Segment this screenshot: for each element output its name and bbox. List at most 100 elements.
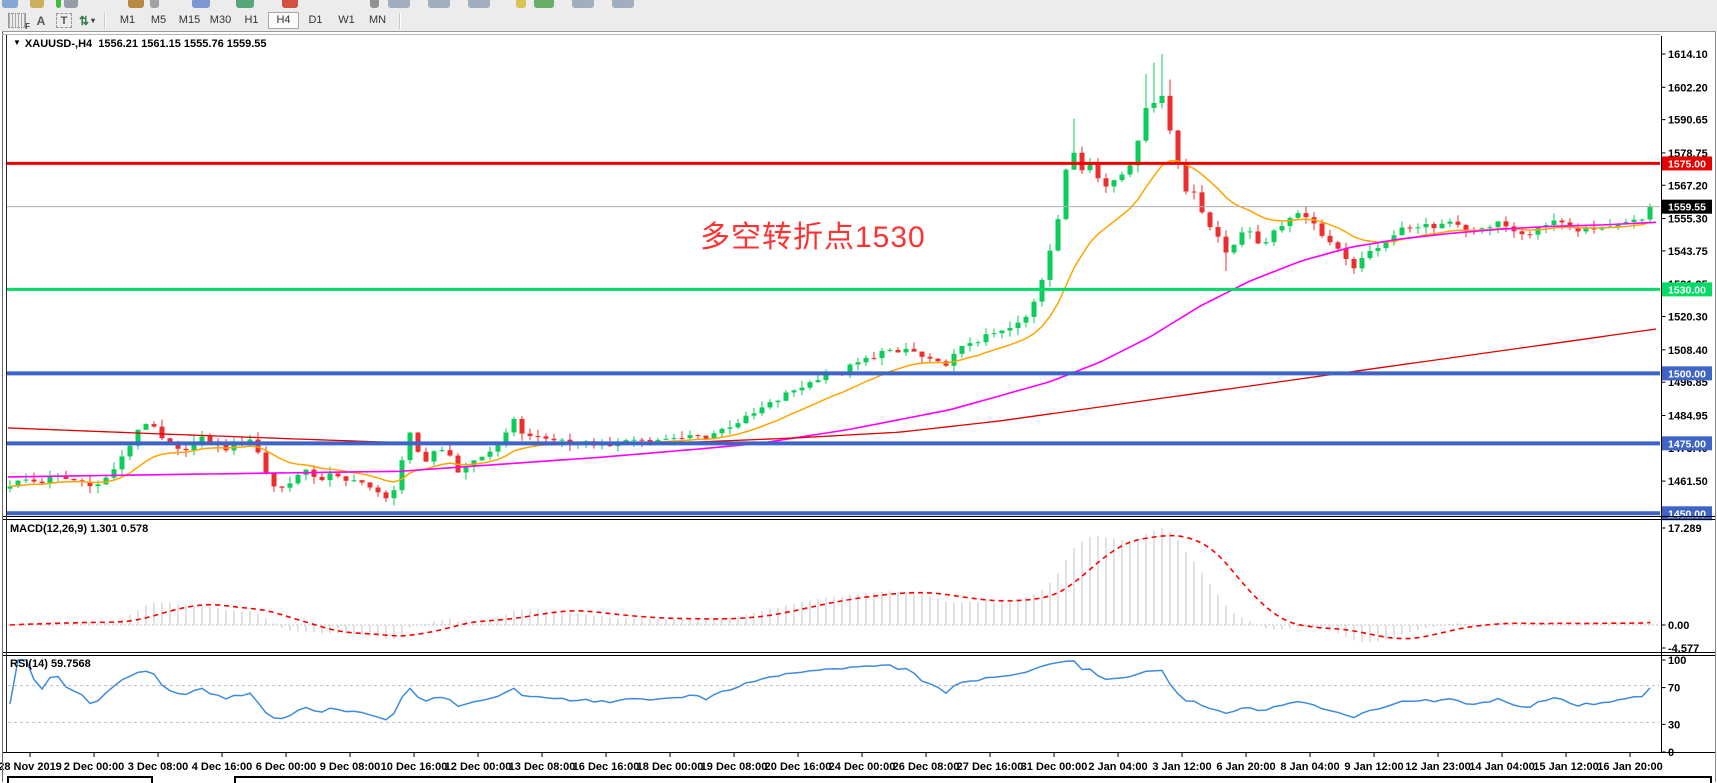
rsi-line: [9, 659, 1651, 721]
time-tick-label: 13 Dec 08:00: [509, 761, 576, 773]
timeframe-button-w1[interactable]: W1: [338, 14, 355, 26]
toolbar-icon[interactable]: [572, 0, 594, 8]
time-tick-label: 10 Dec 16:00: [381, 761, 448, 773]
time-tick-label: 9 Jan 12:00: [1344, 761, 1403, 773]
bid-price-tag[interactable]: 1559.55: [1662, 199, 1712, 214]
time-tick-label: 12 Jan 23:00: [1405, 761, 1470, 773]
toolbar-icon[interactable]: [388, 0, 410, 8]
time-tick-label: 2 Jan 04:00: [1088, 761, 1147, 773]
price-tick-label: 1555.30: [1668, 214, 1708, 226]
text-label-icon[interactable]: A: [36, 13, 46, 28]
time-tick-label: 16 Dec 16:00: [573, 761, 640, 773]
toolbar-separator: [104, 12, 106, 29]
level-price-tag[interactable]: 1530.00: [1662, 282, 1712, 297]
price-tick-label: 1567.20: [1668, 180, 1708, 192]
toolbar-icon[interactable]: [612, 0, 634, 8]
toolbar-icon[interactable]: [128, 0, 144, 8]
macd-indicator-label: MACD(12,26,9) 1.301 0.578: [10, 523, 149, 535]
bottom-dock-strip[interactable]: [7, 776, 1712, 783]
price-tick-label: 1602.20: [1668, 82, 1708, 94]
chart-title: ▼ XAUUSD-,H4 1556.21 1561.15 1555.76 1559…: [13, 38, 267, 50]
time-tick-label: 12 Dec 00:00: [445, 761, 512, 773]
svg-text:1500.00: 1500.00: [1668, 368, 1706, 380]
level-price-tag[interactable]: 1450.00: [1662, 506, 1712, 521]
time-tick-label: 16 Jan 20:00: [1597, 761, 1662, 773]
time-tick-label: 26 Dec 08:00: [893, 761, 960, 773]
arrow-styles-icon[interactable]: ⇅ ▾: [78, 13, 96, 28]
time-tick-label: 6 Dec 00:00: [256, 761, 317, 773]
time-tick-label: 9 Dec 08:00: [320, 761, 381, 773]
crosshair-grid-icon[interactable]: F: [8, 13, 30, 31]
timeframe-button-m30[interactable]: M30: [209, 14, 232, 26]
time-tick-label: 6 Jan 20:00: [1216, 761, 1275, 773]
level-price-tag[interactable]: 1575.00: [1662, 156, 1712, 171]
svg-text:1559.55: 1559.55: [1668, 202, 1706, 214]
macd-tick-label: 0.00: [1668, 620, 1689, 632]
svg-text:1450.00: 1450.00: [1668, 508, 1706, 520]
price-tick-label: 1590.65: [1668, 115, 1708, 127]
toolbar-main-row: F A T ⇅ ▾ M1 M5 M15 M30 H1 H4 D1 W1 MN: [0, 10, 1717, 32]
time-tick-label: 31 Dec 00:00: [1021, 761, 1088, 773]
toolbar-icon[interactable]: [56, 0, 61, 8]
toolbar-separator: [399, 12, 401, 29]
time-tick-label: 20 Dec 16:00: [765, 761, 832, 773]
price-tick-label: 1543.75: [1668, 246, 1708, 258]
price-tick-label: 1508.40: [1668, 345, 1708, 357]
chart-canvas: 1614.101602.201590.651578.751567.201555.…: [0, 31, 1717, 783]
ma-slow-line: [7, 328, 1657, 446]
chart-annotation-text[interactable]: 多空转折点1530: [700, 221, 926, 254]
timeframe-button-mn[interactable]: MN: [368, 14, 387, 26]
ma-fast-line: [9, 159, 1651, 488]
timeframe-button-h4[interactable]: H4: [268, 12, 299, 29]
toolbar-icon[interactable]: [150, 0, 159, 8]
macd-signal-line: [9, 534, 1651, 640]
collapse-triangle-icon[interactable]: ▼: [13, 38, 21, 47]
svg-text:1530.00: 1530.00: [1668, 284, 1706, 296]
timeframe-button-m15[interactable]: M15: [178, 14, 201, 26]
time-tick-label: 3 Dec 08:00: [128, 761, 189, 773]
timeframe-button-m1[interactable]: M1: [119, 14, 136, 26]
level-price-tag[interactable]: 1500.00: [1662, 366, 1712, 381]
panel-frames: [2, 31, 1716, 782]
time-tick-label: 2 Dec 00:00: [64, 761, 125, 773]
level-price-tag[interactable]: 1475.00: [1662, 436, 1712, 451]
toolbar-icon[interactable]: [468, 0, 490, 8]
time-tick-label: 4 Dec 16:00: [192, 761, 253, 773]
time-tick-label: 27 Dec 16:00: [957, 761, 1024, 773]
time-axis: 28 Nov 2019 2 Dec 00:00 3 Dec 08:00 4 Dec 1…: [0, 753, 1663, 773]
toolbar-icon[interactable]: [236, 0, 254, 8]
toolbar-icon[interactable]: [370, 0, 379, 8]
time-tick-label: 19 Dec 08:00: [701, 761, 768, 773]
rsi-indicator-label: RSI(14) 59.7568: [10, 658, 91, 670]
price-tick-label: 1520.30: [1668, 312, 1708, 324]
chevron-down-icon: ▾: [91, 16, 96, 25]
toolbar-icon[interactable]: [534, 0, 554, 8]
svg-text:1575.00: 1575.00: [1668, 158, 1706, 170]
time-tick-label: 18 Dec 00:00: [637, 761, 704, 773]
toolbar-icon[interactable]: [428, 0, 450, 8]
text-box-icon[interactable]: T: [56, 13, 72, 28]
chart-ohlc-values: 1556.21 1561.15 1555.76 1559.55: [98, 38, 267, 50]
toolbar-icon[interactable]: [282, 0, 298, 8]
toolbar-icon[interactable]: [192, 0, 210, 8]
time-tick-label: 24 Dec 00:00: [829, 761, 896, 773]
ma-mid-line: [7, 221, 1657, 478]
toolbar-icon[interactable]: [516, 0, 526, 8]
rsi-tick-label: 70: [1668, 683, 1680, 695]
toolbar-top-row: [0, 0, 1717, 10]
time-tick-label: 14 Jan 04:00: [1469, 761, 1534, 773]
toolbar-icon[interactable]: [2, 0, 18, 8]
chart-symbol: XAUUSD-,H4: [24, 38, 93, 50]
toolbar-icon[interactable]: [30, 0, 44, 8]
macd-layer: [8, 527, 1659, 642]
macd-tick-label: -4.577: [1668, 643, 1699, 655]
timeframe-buttons: M1 M5 M15 M30 H1 H4 D1 W1 MN: [112, 12, 393, 29]
timeframe-button-h1[interactable]: H1: [244, 14, 259, 26]
timeframe-button-m5[interactable]: M5: [150, 14, 167, 26]
timeframe-button-d1[interactable]: D1: [308, 14, 323, 26]
price-tick-label: 1484.95: [1668, 410, 1708, 422]
time-tick-label: 3 Jan 12:00: [1152, 761, 1211, 773]
price-tick-label: 1614.10: [1668, 49, 1708, 61]
toolbar-icon[interactable]: [64, 0, 78, 8]
